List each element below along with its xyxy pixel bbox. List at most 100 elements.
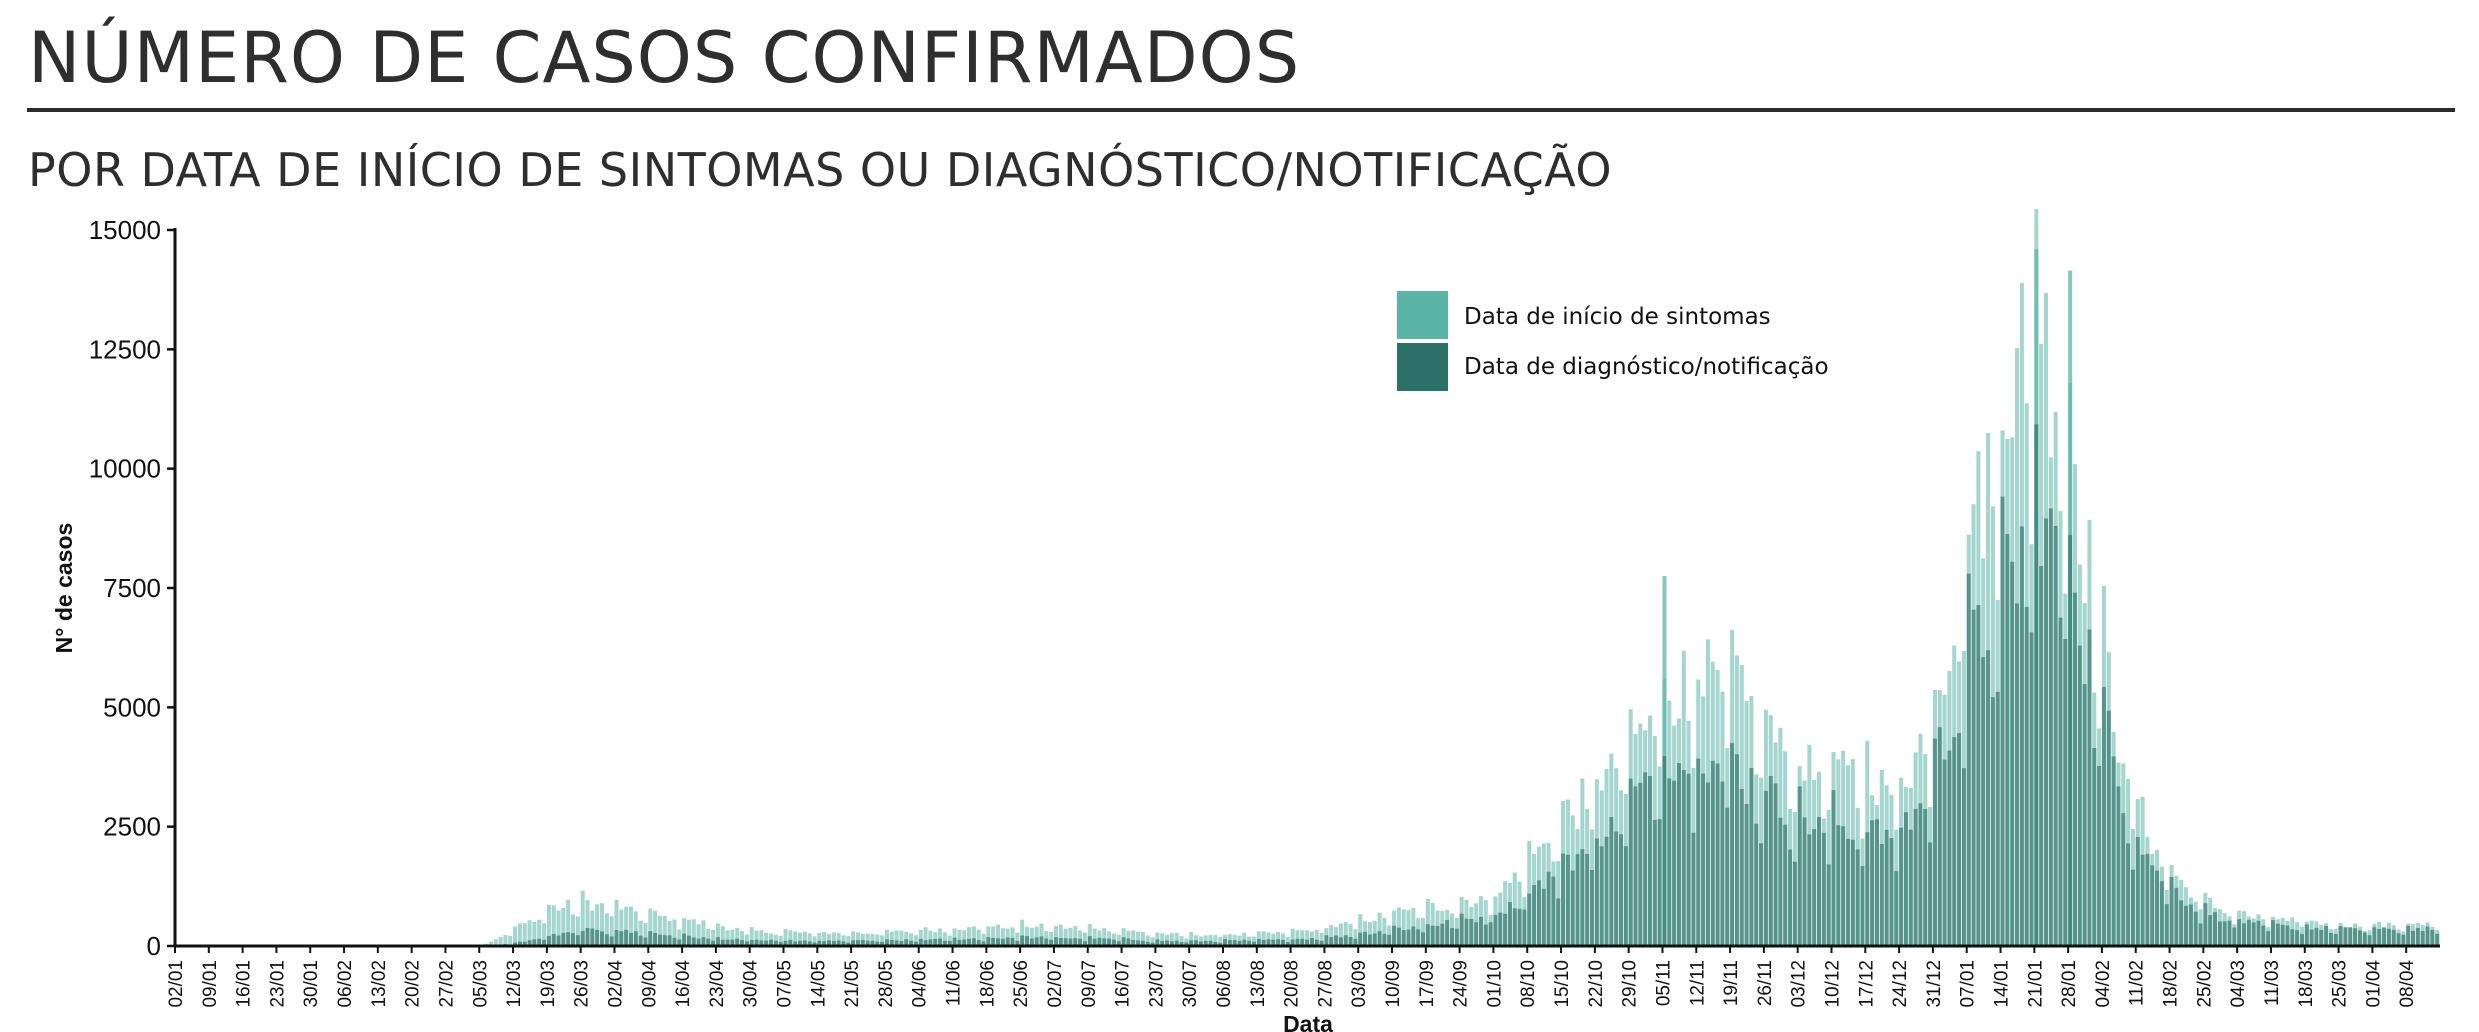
- x-tick-label: 25/03: [2330, 960, 2351, 1008]
- bar: [1063, 938, 1068, 946]
- bar: [1705, 782, 1710, 946]
- bar: [1039, 936, 1044, 946]
- bar: [1179, 942, 1184, 946]
- bar: [2145, 853, 2150, 946]
- bar: [2396, 933, 2401, 946]
- bar: [556, 910, 561, 946]
- bar: [725, 930, 730, 946]
- bar: [2097, 766, 2102, 946]
- bar: [1078, 938, 1083, 946]
- bar: [633, 911, 638, 946]
- bar: [1198, 936, 1203, 946]
- bar: [2415, 927, 2420, 946]
- bar: [1937, 727, 1942, 946]
- bar: [604, 934, 609, 946]
- bar: [1276, 939, 1281, 946]
- bar: [2034, 424, 2039, 946]
- bar: [976, 929, 981, 946]
- bar: [1087, 923, 1092, 946]
- bar: [571, 914, 576, 946]
- bar: [590, 910, 595, 946]
- bar: [1561, 853, 1566, 946]
- bar: [1300, 938, 1305, 946]
- bar: [1773, 783, 1778, 946]
- bar: [614, 930, 619, 946]
- bar: [1792, 861, 1797, 946]
- bar: [1454, 928, 1459, 946]
- chart-axes: 0 2500 5000 7500 10000 12500 15000 02/01 09/01 16…: [89, 215, 2440, 1008]
- bar: [2391, 929, 2396, 946]
- bar: [1155, 932, 1160, 946]
- bar: [1348, 936, 1353, 946]
- bar: [653, 910, 658, 946]
- bar: [918, 938, 923, 946]
- bar: [566, 899, 571, 946]
- bar: [1039, 923, 1044, 946]
- bar: [585, 900, 590, 946]
- bar: [942, 932, 947, 946]
- bar: [672, 937, 677, 946]
- bar: [1401, 930, 1406, 946]
- bar: [1136, 940, 1141, 946]
- bar: [754, 939, 759, 946]
- bar: [624, 906, 629, 946]
- bar: [1802, 817, 1807, 946]
- bar: [1710, 760, 1715, 946]
- bar: [2198, 923, 2203, 946]
- bar: [2092, 748, 2097, 946]
- bar: [1865, 832, 1870, 946]
- bar: [1841, 826, 1846, 946]
- bar: [691, 937, 696, 946]
- bar: [1464, 918, 1469, 946]
- bar: [1899, 827, 1904, 946]
- x-tick-label: 30/01: [301, 960, 322, 1008]
- bar: [759, 930, 764, 946]
- bar: [1140, 940, 1145, 946]
- bar: [1338, 923, 1343, 946]
- bar: [1078, 930, 1083, 946]
- bar: [546, 935, 551, 946]
- x-tick-label: 24/12: [1890, 960, 1911, 1008]
- bar: [1295, 930, 1300, 946]
- bar: [1527, 893, 1532, 946]
- bar: [1512, 908, 1517, 946]
- bar: [986, 937, 991, 946]
- x-tick-label: 04/03: [2228, 960, 2249, 1008]
- bar: [2386, 928, 2391, 946]
- bar: [1942, 759, 1947, 946]
- title-divider: [27, 108, 2455, 112]
- bar: [527, 940, 532, 946]
- bar: [1213, 942, 1218, 946]
- bar: [1049, 939, 1054, 946]
- bar: [2270, 920, 2275, 946]
- bar: [2179, 900, 2184, 946]
- bar: [1932, 738, 1937, 946]
- bar: [904, 939, 909, 946]
- bar: [1203, 940, 1208, 946]
- bar: [1478, 916, 1483, 946]
- bar: [817, 932, 822, 946]
- bar: [928, 939, 933, 946]
- bar: [1739, 789, 1744, 946]
- bar: [1126, 938, 1131, 946]
- bar: [812, 942, 817, 946]
- bar: [1638, 782, 1643, 946]
- bar: [1459, 913, 1464, 946]
- bar: [556, 935, 561, 946]
- bar: [2275, 923, 2280, 946]
- bar: [599, 903, 605, 946]
- bar: [1218, 936, 1223, 946]
- bar: [778, 935, 783, 946]
- bar: [1044, 938, 1049, 946]
- bar: [1986, 650, 1991, 946]
- bar: [1995, 691, 2000, 946]
- bar: [1420, 932, 1426, 946]
- bar: [773, 940, 778, 946]
- bar: [899, 941, 904, 946]
- bar: [1107, 938, 1112, 946]
- x-tick-label: 21/01: [2025, 960, 2046, 1008]
- x-tick-label: 11/02: [2127, 960, 2148, 1006]
- bar: [1237, 940, 1242, 946]
- bar: [522, 941, 527, 946]
- bar: [962, 930, 967, 946]
